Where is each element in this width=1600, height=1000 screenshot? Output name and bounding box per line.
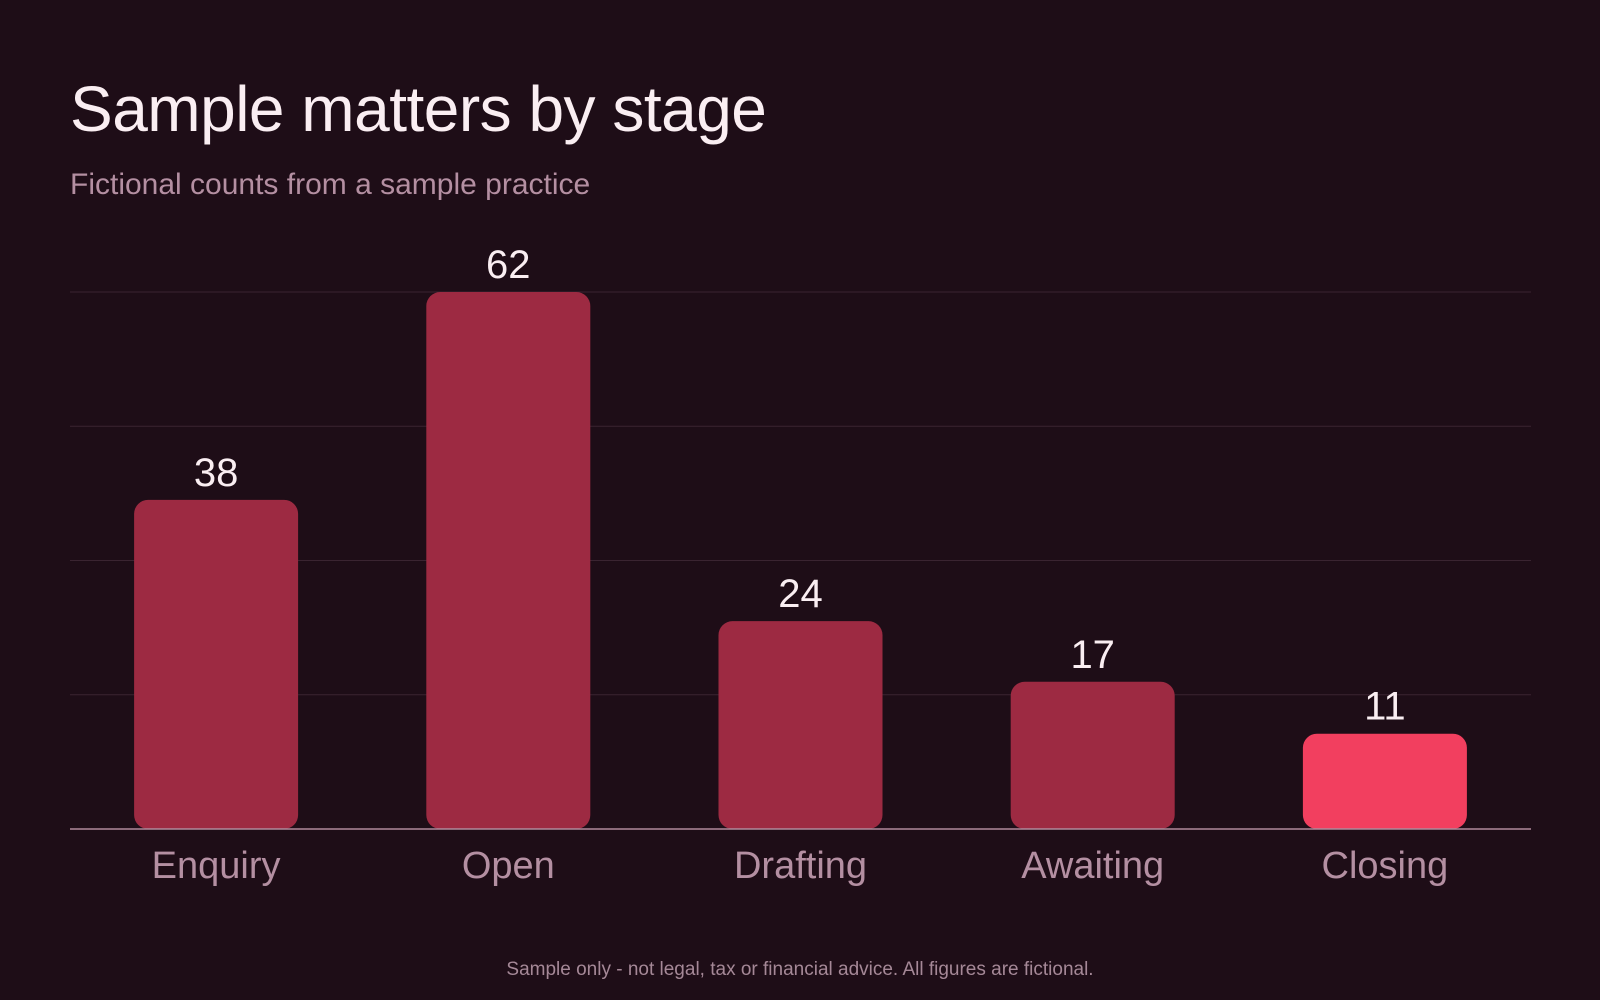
value-label: 17 bbox=[1070, 633, 1115, 677]
value-label: 11 bbox=[1364, 685, 1406, 729]
chart-title: Sample matters by stage bbox=[70, 73, 767, 145]
value-label: 62 bbox=[486, 243, 531, 287]
category-label: Open bbox=[462, 845, 555, 887]
bar-open bbox=[426, 292, 591, 829]
value-label: 24 bbox=[778, 572, 823, 616]
bar-awaiting bbox=[1010, 681, 1175, 829]
category-label: Drafting bbox=[734, 845, 867, 887]
chart-subtitle: Fictional counts from a sample practice bbox=[70, 168, 591, 201]
category-label: Awaiting bbox=[1021, 845, 1164, 887]
disclaimer-footnote: Sample only - not legal, tax or financia… bbox=[506, 959, 1094, 980]
category-label: Enquiry bbox=[152, 845, 281, 887]
bar-closing bbox=[1302, 733, 1467, 829]
category-label: Closing bbox=[1322, 845, 1449, 887]
bar-enquiry bbox=[134, 499, 299, 829]
bar-drafting bbox=[718, 621, 883, 829]
value-label: 38 bbox=[194, 451, 239, 495]
